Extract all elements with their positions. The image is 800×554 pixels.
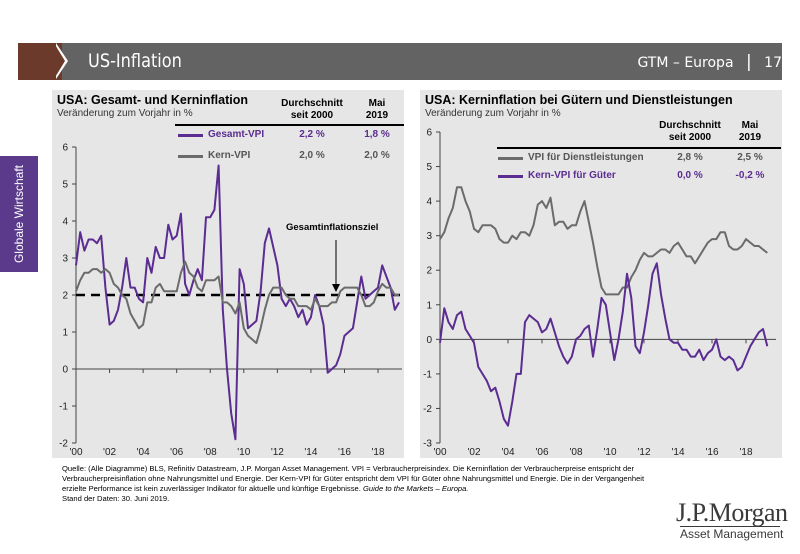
x-tick-label: '12	[637, 447, 650, 458]
header-line: seit 2000	[290, 110, 334, 121]
y-tick-label: 5	[426, 162, 432, 173]
x-tick-label: '10	[237, 447, 250, 458]
legend-swatch	[498, 157, 523, 160]
footnote: Quelle: (Alle Diagramme) BLS, Refinitiv …	[62, 464, 662, 504]
legend-latest: 2,5 %	[737, 152, 763, 163]
x-tick-label: '08	[569, 447, 582, 458]
legend-label: Kern-VPI	[208, 150, 251, 161]
y-tick-label: 6	[426, 128, 432, 139]
header-line: Durchschnitt	[659, 120, 721, 131]
header-line: Mai	[368, 98, 386, 109]
legend-avg: 0,0 %	[677, 170, 703, 181]
table-header-latest: Mai 2019	[357, 98, 397, 122]
y-tick-label: 5	[62, 180, 68, 191]
table-header-avg: Durchschnitt seit 2000	[648, 120, 732, 144]
series-line-kern-vpi-f-r-g-ter	[439, 262, 769, 427]
legend-latest: 1,8 %	[364, 129, 390, 140]
x-tick-label: '00	[69, 447, 82, 458]
series-line-gesamt-vpi	[75, 164, 400, 441]
y-tick-label: -2	[423, 404, 432, 415]
y-tick-label: 2	[62, 291, 68, 302]
y-tick-label: 4	[62, 217, 68, 228]
chart-subtitle: Veränderung zum Vorjahr in %	[425, 108, 561, 119]
page-title: US-Inflation	[88, 50, 182, 72]
y-tick-label: 0	[62, 365, 68, 376]
legend-avg: 2,8 %	[677, 152, 703, 163]
jpmorgan-logo: J.P.Morgan	[676, 498, 788, 527]
chart-title: USA: Kerninflation bei Gütern und Dienst…	[425, 93, 733, 107]
legend-label: Kern-VPI für Güter	[528, 170, 616, 181]
y-tick-label: -3	[423, 439, 432, 450]
table-rule	[175, 124, 404, 126]
y-tick-label: 6	[62, 143, 68, 154]
header-line: seit 2000	[668, 132, 712, 143]
series-line-vpi-f-r-dienstleistungen	[439, 186, 768, 296]
x-tick-label: '16	[705, 447, 718, 458]
y-tick-label: 1	[426, 300, 432, 311]
legend-swatch	[178, 134, 203, 137]
y-tick-label: -2	[59, 439, 68, 450]
y-tick-label: 0	[426, 335, 432, 346]
y-tick-label: 3	[426, 231, 432, 242]
header-line: Durchschnitt	[281, 98, 343, 109]
x-tick-label: '14	[671, 447, 684, 458]
x-tick-label: '06	[170, 447, 183, 458]
legend-label: VPI für Dienstleistungen	[528, 152, 644, 163]
x-tick-label: '04	[137, 447, 150, 458]
page-label: GTM – Europa | 17	[637, 52, 782, 72]
y-tick-label: 1	[62, 328, 68, 339]
table-header-latest: Mai 2019	[730, 120, 770, 144]
x-tick-label: '00	[433, 447, 446, 458]
legend-label: Gesamt-VPI	[208, 129, 265, 140]
target-annotation: Gesamtinflationsziel	[286, 222, 379, 233]
x-tick-label: '02	[103, 447, 116, 458]
legend-avg: 2,2 %	[299, 129, 325, 140]
x-tick-label: '02	[467, 447, 480, 458]
series-label: GTM – Europa	[637, 55, 734, 71]
x-tick-label: '16	[338, 447, 351, 458]
chart-panel-right	[420, 90, 782, 458]
header-line: 2019	[365, 110, 389, 121]
y-tick-label: 2	[426, 266, 432, 277]
legend-latest: 2,0 %	[364, 150, 390, 161]
arrow-head-icon	[332, 284, 340, 292]
logo-subtitle: Asset Management	[680, 527, 784, 541]
x-tick-label: '04	[501, 447, 514, 458]
header-bar	[62, 43, 782, 80]
header-line: Mai	[741, 120, 759, 131]
header-line: 2019	[738, 132, 762, 143]
footnote-text: Quelle: (Alle Diagramme) BLS, Refinitiv …	[62, 464, 645, 493]
x-tick-label: '12	[271, 447, 284, 458]
data-date: Stand der Daten: 30. Juni 2019.	[62, 494, 170, 503]
separator: |	[745, 52, 752, 72]
y-tick-label: -1	[59, 402, 68, 413]
chart-title: USA: Gesamt- und Kerninflation	[57, 93, 248, 107]
x-tick-label: '18	[739, 447, 752, 458]
legend-swatch	[178, 155, 203, 158]
legend-swatch	[498, 175, 523, 178]
page-number: 17	[764, 55, 782, 71]
x-tick-label: '10	[603, 447, 616, 458]
x-tick-label: '18	[372, 447, 385, 458]
x-tick-label: '06	[535, 447, 548, 458]
y-tick-label: 3	[62, 254, 68, 265]
legend-latest: -0,2 %	[735, 170, 765, 181]
table-header-avg: Durchschnitt seit 2000	[272, 98, 352, 122]
chart-subtitle: Veränderung zum Vorjahr in %	[57, 108, 193, 119]
logo-rule	[680, 526, 780, 527]
y-tick-label: -1	[423, 369, 432, 380]
series-line-kern-vpi	[75, 260, 399, 345]
table-rule	[497, 147, 781, 149]
legend-avg: 2,0 %	[299, 150, 325, 161]
footnote-italic: Guide to the Markets – Europa.	[362, 484, 469, 493]
x-tick-label: '14	[304, 447, 317, 458]
sidebar-tab: Globale Wirtschaft	[0, 156, 38, 272]
x-tick-label: '08	[204, 447, 217, 458]
chevron-fill	[54, 43, 65, 79]
y-tick-label: 4	[426, 197, 432, 208]
